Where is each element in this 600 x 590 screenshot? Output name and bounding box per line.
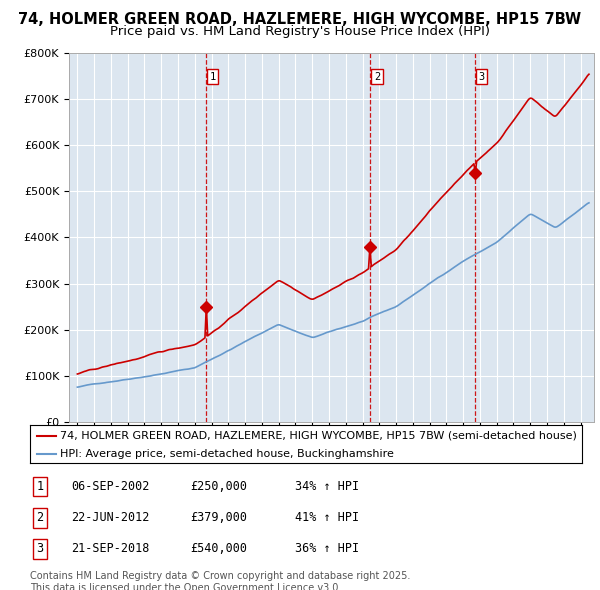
Text: 22-JUN-2012: 22-JUN-2012 (71, 511, 150, 525)
Text: 34% ↑ HPI: 34% ↑ HPI (295, 480, 359, 493)
Text: 1: 1 (209, 71, 216, 81)
Text: £379,000: £379,000 (190, 511, 247, 525)
Text: 74, HOLMER GREEN ROAD, HAZLEMERE, HIGH WYCOMBE, HP15 7BW (semi-detached house): 74, HOLMER GREEN ROAD, HAZLEMERE, HIGH W… (61, 431, 577, 441)
Text: 1: 1 (37, 480, 43, 493)
Text: £540,000: £540,000 (190, 542, 247, 555)
Text: 06-SEP-2002: 06-SEP-2002 (71, 480, 150, 493)
Text: 36% ↑ HPI: 36% ↑ HPI (295, 542, 359, 555)
Text: £250,000: £250,000 (190, 480, 247, 493)
Text: 2: 2 (37, 511, 43, 525)
Text: 74, HOLMER GREEN ROAD, HAZLEMERE, HIGH WYCOMBE, HP15 7BW: 74, HOLMER GREEN ROAD, HAZLEMERE, HIGH W… (19, 12, 581, 27)
Text: 3: 3 (37, 542, 43, 555)
Text: 41% ↑ HPI: 41% ↑ HPI (295, 511, 359, 525)
Text: 3: 3 (479, 71, 485, 81)
Text: HPI: Average price, semi-detached house, Buckinghamshire: HPI: Average price, semi-detached house,… (61, 449, 394, 459)
Text: 2: 2 (374, 71, 380, 81)
Text: Price paid vs. HM Land Registry's House Price Index (HPI): Price paid vs. HM Land Registry's House … (110, 25, 490, 38)
Text: Contains HM Land Registry data © Crown copyright and database right 2025.
This d: Contains HM Land Registry data © Crown c… (30, 571, 410, 590)
Text: 21-SEP-2018: 21-SEP-2018 (71, 542, 150, 555)
